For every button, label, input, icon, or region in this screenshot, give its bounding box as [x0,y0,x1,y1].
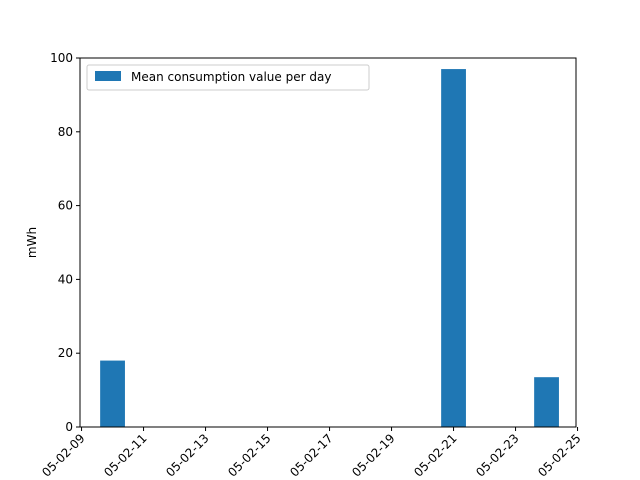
y-axis: 0 20 40 60 80 100 [50,51,80,434]
x-tick-label: 05-02-23 [473,431,521,479]
y-tick-label: 40 [58,272,73,286]
y-tick-label: 100 [50,51,73,65]
y-tick-label: 80 [58,125,73,139]
bar [534,377,559,427]
y-tick-label: 0 [65,420,73,434]
plot-frame [79,57,577,428]
legend-frame [86,64,370,91]
y-axis-label: mWh [25,227,39,258]
bar [441,69,466,427]
x-axis: 05-02-09 05-02-11 05-02-13 05-02-15 05-02-17… [39,427,584,480]
x-tick-label: 05-02-19 [349,431,397,479]
x-tick-label: 05-02-13 [163,431,211,479]
x-tick-label: 05-02-25 [535,431,583,479]
x-tick-label: 05-02-15 [225,431,273,479]
x-tick-label: 05-02-11 [101,431,149,479]
legend-label: Mean consumption value per day [131,70,331,84]
bars-layer [100,69,559,427]
y-tick-label: 20 [58,346,73,360]
legend-swatch [95,71,121,81]
bar [100,360,125,427]
x-tick-label: 05-02-21 [411,431,459,479]
legend: Mean consumption value per day [86,64,370,91]
x-tick-label: 05-02-17 [287,431,335,479]
x-tick-label: 05-02-09 [39,431,87,479]
y-tick-label: 60 [58,199,73,213]
